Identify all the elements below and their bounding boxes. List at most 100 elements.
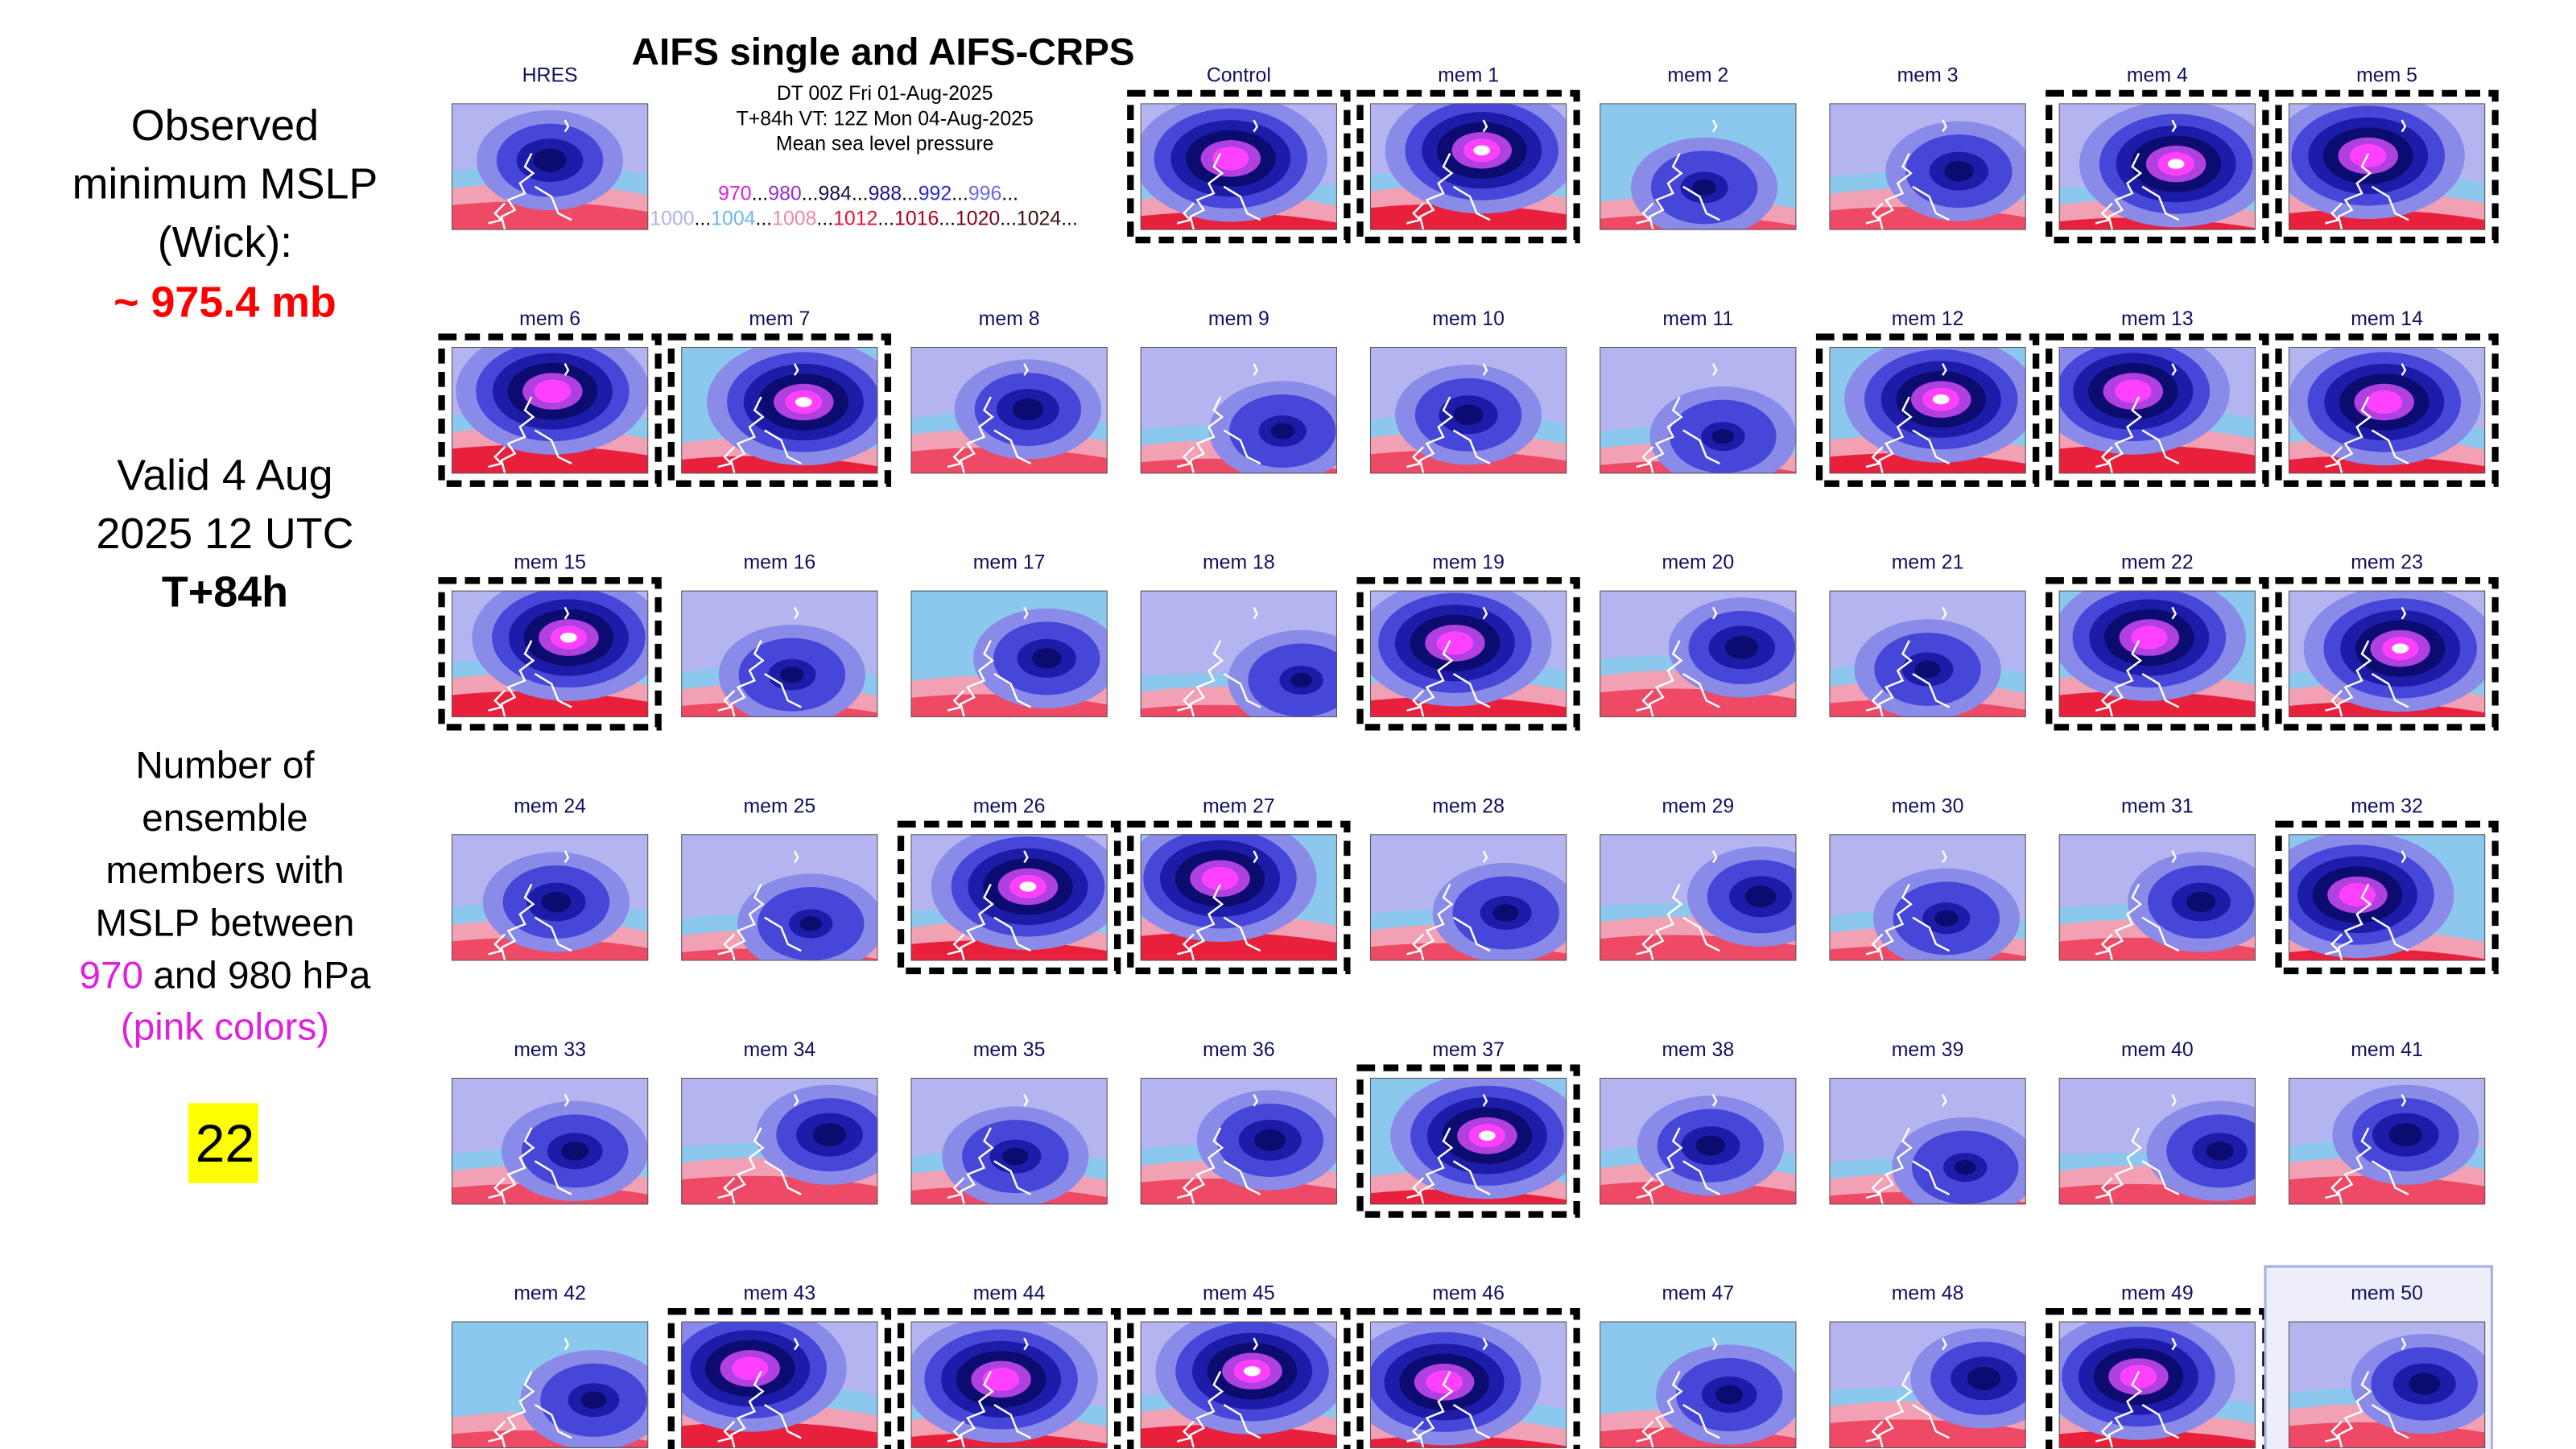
- panel: mem 20: [1600, 552, 1797, 717]
- map: [1829, 1077, 2026, 1205]
- pressure-ring: [1744, 886, 1777, 908]
- map: [451, 834, 649, 961]
- map: [2058, 1077, 2256, 1205]
- panel-label: mem 47: [1662, 1283, 1734, 1305]
- map: [2058, 103, 2256, 230]
- pressure-ring: [580, 1391, 607, 1410]
- pressure-ring: [1270, 423, 1295, 440]
- sidebar-text: Number of: [135, 745, 315, 787]
- pressure-ring: [2409, 1373, 2441, 1395]
- map: [451, 590, 649, 717]
- coastline: [1865, 119, 1951, 230]
- pressure-ring: [1711, 429, 1735, 444]
- panel-label: mem 26: [973, 795, 1046, 817]
- title: AIFS single and AIFS-CRPS: [632, 31, 1135, 74]
- coastline: [1176, 606, 1261, 717]
- sidebar-text: minimum MSLP: [72, 159, 378, 208]
- panel: mem 17: [910, 552, 1108, 717]
- panel-label: mem 33: [514, 1039, 586, 1061]
- panel-label: mem 43: [744, 1283, 816, 1305]
- range-line: 970 and 980 hPa: [80, 955, 371, 997]
- pressure-ring: [812, 1123, 847, 1147]
- highlight-box: [1127, 1307, 1351, 1449]
- lead-time: T+84h: [162, 568, 288, 616]
- sidebar-text: MSLP between: [95, 902, 354, 944]
- panel: mem 41: [2288, 1039, 2486, 1205]
- map: [1369, 346, 1567, 474]
- panel: mem 31: [2058, 795, 2256, 961]
- panel-label: mem 17: [973, 552, 1046, 574]
- subtitle: Mean sea level pressure: [776, 133, 994, 155]
- panel-label: mem 46: [1432, 1283, 1505, 1305]
- map: [2058, 834, 2256, 961]
- panel: mem 43: [667, 1283, 892, 1449]
- panel-label: HRES: [522, 64, 578, 86]
- legend-value: 980: [768, 183, 801, 204]
- legend-separator: ...: [852, 183, 869, 204]
- panel: mem 23: [2275, 552, 2499, 731]
- map: [1140, 834, 1337, 961]
- panel: mem 7: [667, 308, 892, 487]
- legend-separator: ...: [752, 183, 769, 204]
- coastline: [2095, 1094, 2180, 1205]
- coastline: [1176, 363, 1261, 474]
- panel: mem 21: [1829, 552, 2026, 717]
- pressure-ring: [1031, 648, 1062, 669]
- band-red: [2058, 691, 2256, 717]
- legend-value: 992: [919, 183, 952, 204]
- panel: mem 33: [451, 1039, 649, 1205]
- panel-label: mem 11: [1662, 308, 1733, 330]
- pressure-ring: [541, 891, 572, 913]
- map: [1600, 1321, 1797, 1448]
- coastline: [2095, 606, 2180, 717]
- panel-label: mem 23: [2351, 552, 2423, 574]
- panel-label: mem 6: [519, 308, 580, 330]
- pressure-ring: [2120, 1364, 2157, 1389]
- highlight-box: [2275, 333, 2499, 487]
- map: [1829, 590, 2026, 717]
- panel-label: mem 18: [1203, 552, 1275, 574]
- coastline: [2095, 119, 2180, 230]
- map: [451, 103, 649, 230]
- map: [681, 590, 878, 717]
- map: [681, 1321, 878, 1448]
- panel: mem 24: [451, 795, 649, 961]
- legend-value: 1020: [956, 208, 1000, 229]
- map: [1140, 103, 1337, 230]
- pressure-ring: [1695, 1135, 1726, 1156]
- pressure-ring: [1290, 672, 1313, 688]
- pressure-ring: [1492, 904, 1519, 922]
- panel-label: mem 25: [744, 795, 816, 817]
- panel: mem 13: [2046, 308, 2269, 487]
- panel: mem 28: [1369, 795, 1567, 961]
- panel-label: mem 30: [1892, 795, 1964, 817]
- coastline: [947, 1337, 1032, 1448]
- coastline: [1865, 363, 1951, 474]
- map: [910, 834, 1108, 961]
- pressure-ring: [2206, 1141, 2234, 1161]
- legend-value: 1024: [1017, 208, 1061, 229]
- coastline: [488, 119, 572, 230]
- panel-label: mem 16: [744, 552, 816, 574]
- legend-value: 1012: [833, 208, 877, 229]
- panel: mem 40: [2058, 1039, 2256, 1205]
- panel-label: mem 2: [1667, 64, 1728, 86]
- map: [1600, 1077, 1797, 1205]
- panel-label: mem 20: [1662, 552, 1734, 574]
- coastline: [488, 363, 572, 474]
- observed-value: ~ 975.4 mb: [114, 278, 336, 326]
- panel-label: mem 38: [1662, 1039, 1734, 1061]
- panel-label: mem 24: [514, 795, 586, 817]
- panel-label: mem 3: [1897, 64, 1959, 86]
- panel-label: mem 9: [1208, 308, 1269, 330]
- coastline: [947, 606, 1032, 717]
- highlight-box: [1815, 333, 2040, 487]
- coastline: [1865, 1337, 1951, 1448]
- panel-label: mem 13: [2121, 308, 2194, 330]
- coastline: [2095, 850, 2180, 961]
- pressure-ring: [2115, 379, 2152, 403]
- legend-value: 988: [869, 183, 902, 204]
- pressure-core: [2167, 159, 2185, 169]
- coastline: [2325, 363, 2409, 474]
